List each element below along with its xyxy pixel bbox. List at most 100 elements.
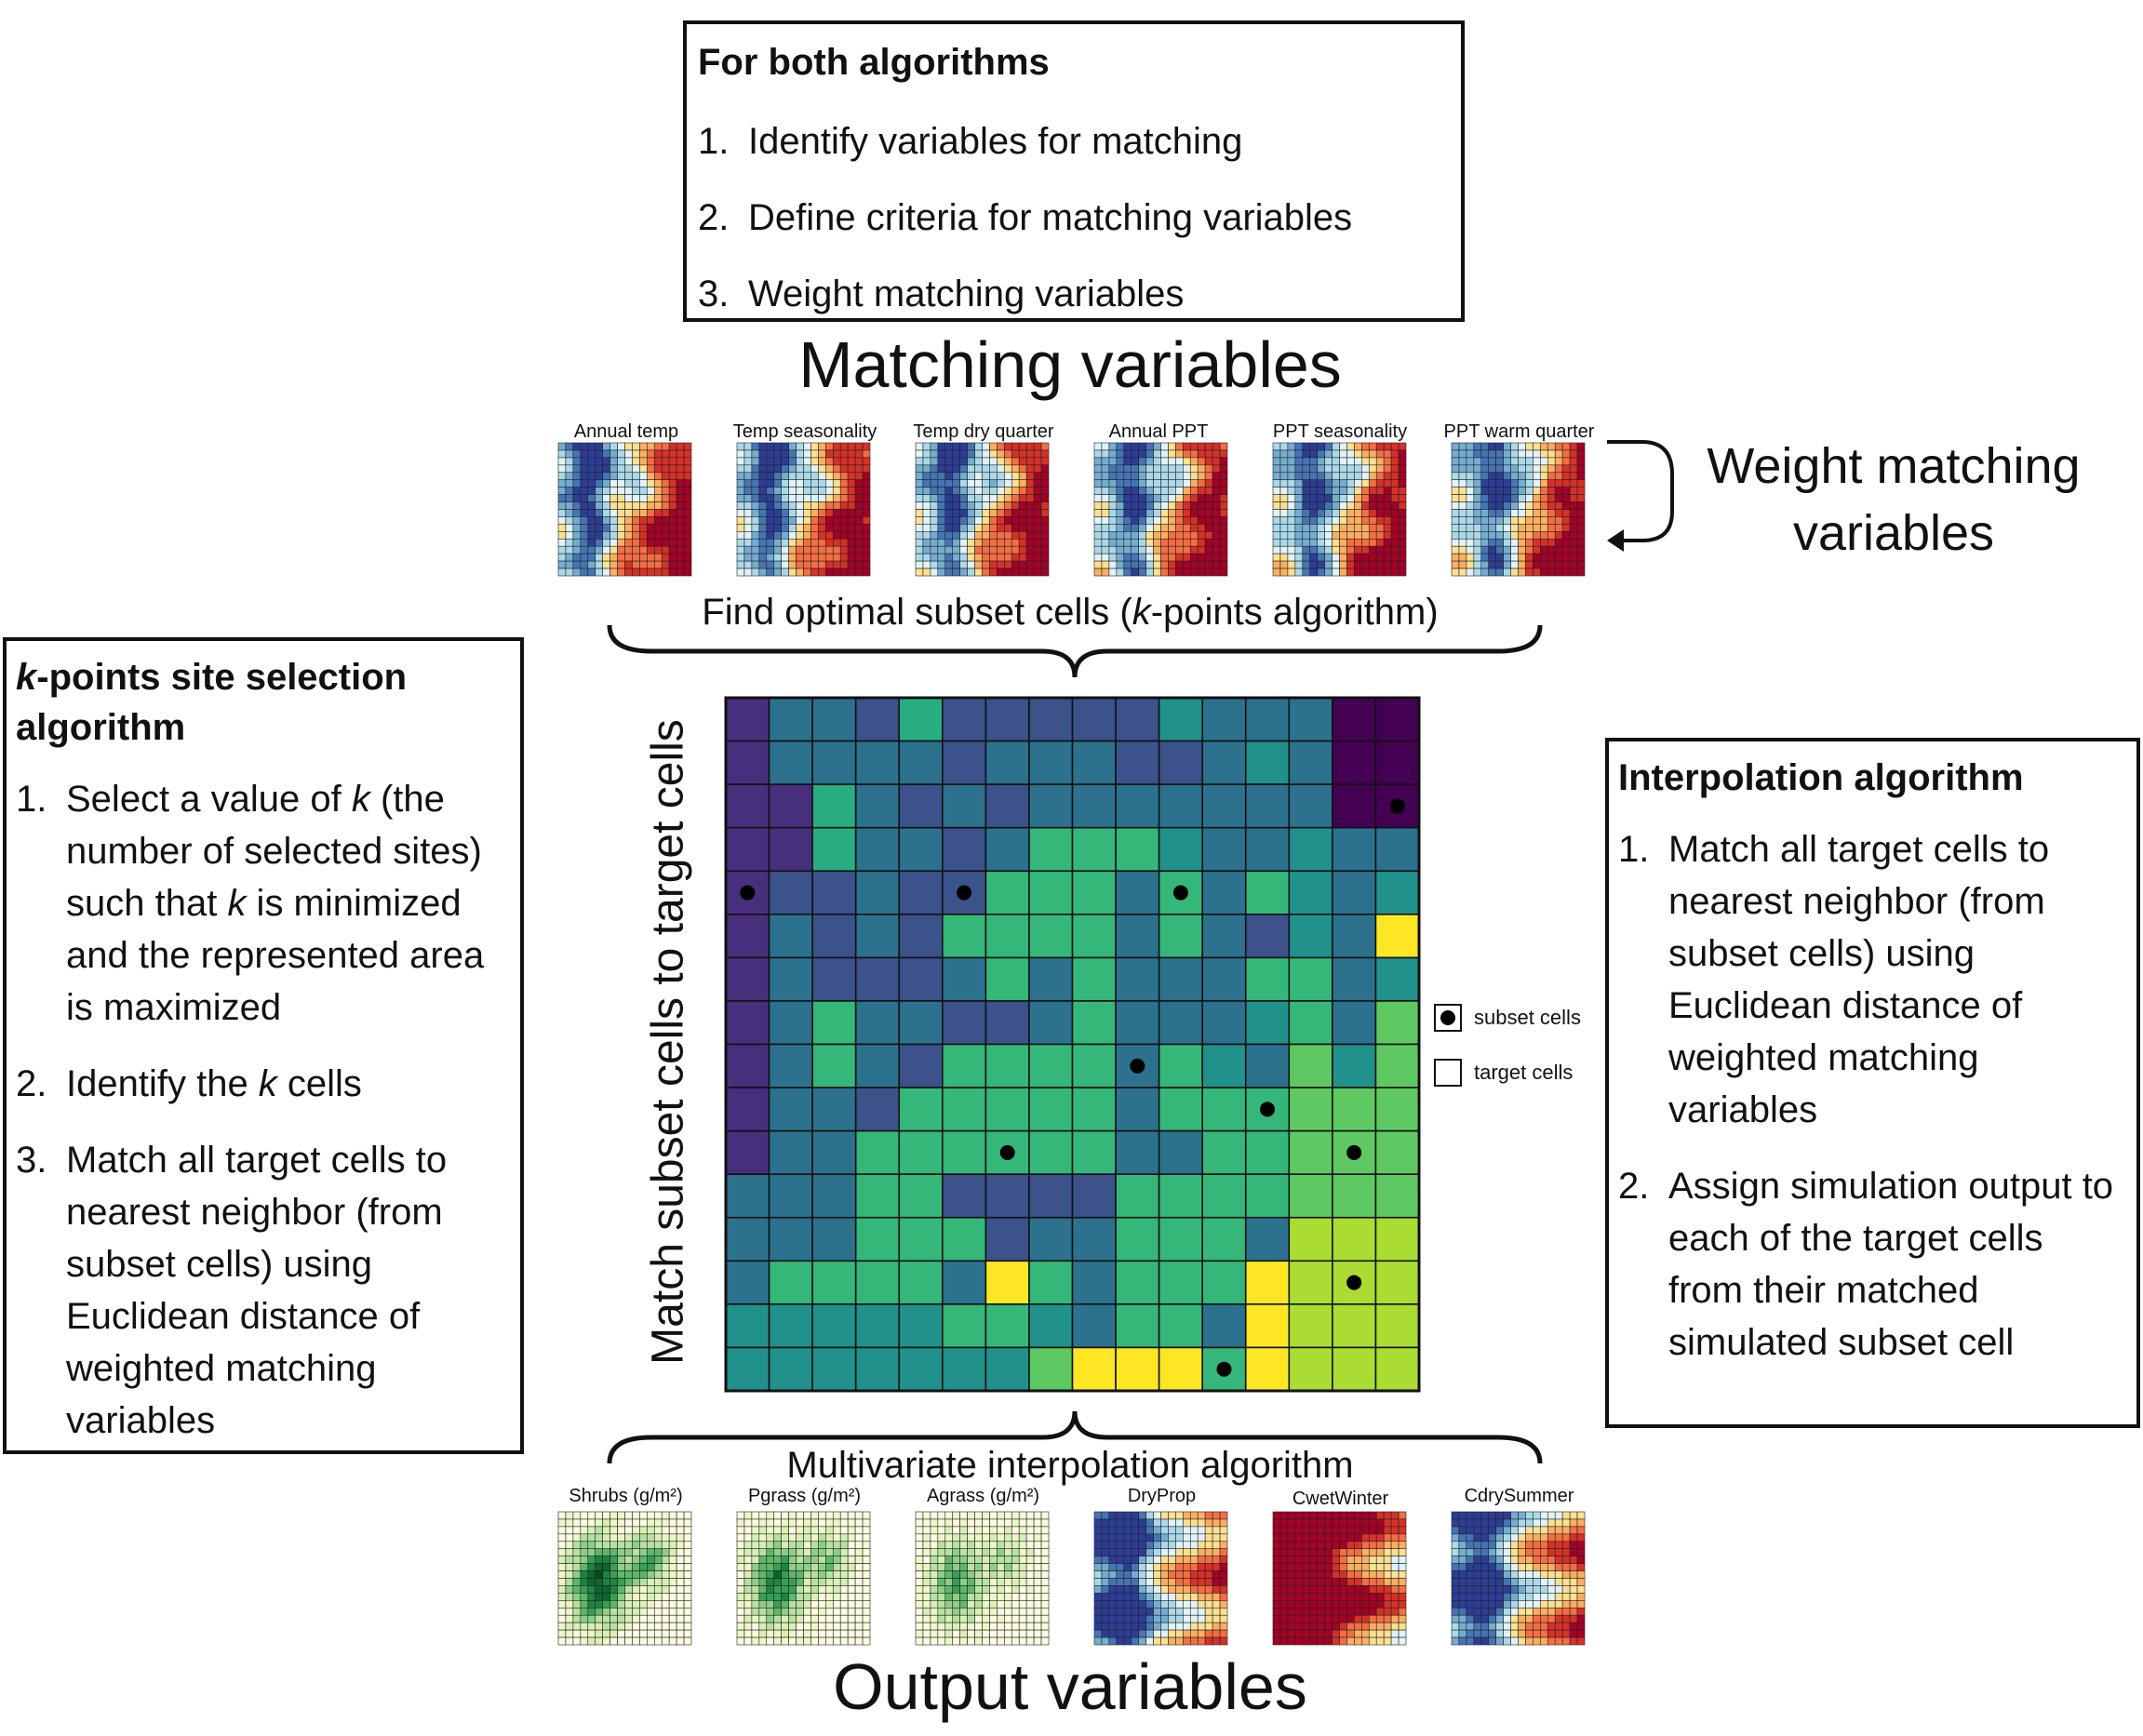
map-cell <box>1317 1614 1325 1623</box>
map-cell <box>1324 1533 1333 1542</box>
map-cell <box>653 1629 663 1638</box>
map-cell <box>1004 1578 1012 1586</box>
map-cell <box>796 449 804 459</box>
map-cell <box>1204 449 1213 459</box>
map-cell <box>661 1563 670 1571</box>
map-cell <box>595 553 603 562</box>
map-cell <box>743 1511 753 1520</box>
map-cell <box>1361 560 1370 569</box>
map-cell <box>580 538 589 547</box>
map-cell <box>1339 464 1347 474</box>
map-cell <box>1204 1636 1213 1646</box>
grid-cell <box>768 826 813 873</box>
map-cell <box>1123 1511 1132 1520</box>
map-cell <box>1302 1556 1311 1564</box>
grid-cell <box>942 1087 987 1132</box>
map-cell <box>609 464 618 474</box>
map-cell <box>653 1570 663 1579</box>
map-cell <box>1108 457 1118 466</box>
map-cell <box>1040 1636 1050 1646</box>
map-cell <box>818 568 826 577</box>
map-cell <box>922 1518 931 1528</box>
map-cell <box>1025 524 1035 532</box>
grid-cell <box>1201 1173 1247 1219</box>
map-cell <box>796 1526 804 1535</box>
grid-cell <box>854 1173 901 1219</box>
map-cell <box>1309 479 1318 487</box>
map-cell <box>1383 464 1392 474</box>
map-cell <box>1093 1629 1103 1638</box>
map-cell <box>1561 1585 1571 1594</box>
map-cell <box>1451 1629 1460 1638</box>
map-cell <box>1116 487 1125 495</box>
map-cell <box>1398 531 1407 540</box>
map-cell <box>1390 494 1400 502</box>
map-cell <box>832 538 841 547</box>
map-cell <box>974 1541 983 1550</box>
map-cell <box>1123 472 1132 481</box>
map-cell <box>1197 494 1206 502</box>
map-cell <box>1287 1607 1296 1616</box>
grid-cell <box>1071 1129 1117 1175</box>
map-cell <box>974 501 983 510</box>
map-cell <box>1204 524 1213 532</box>
subset-point <box>1130 1058 1145 1074</box>
grid-cell <box>1028 697 1074 742</box>
map-cell <box>1554 1556 1563 1564</box>
map-cell <box>587 1526 596 1535</box>
map-cell <box>1212 1614 1221 1623</box>
map-cell <box>617 457 625 466</box>
map-cell <box>1219 1518 1228 1528</box>
map-cell <box>1554 1541 1563 1550</box>
map-cell <box>661 1593 670 1601</box>
map-cell <box>854 524 864 532</box>
map-cell <box>1525 524 1534 532</box>
map-cell <box>1346 545 1355 554</box>
map-cell <box>1309 531 1318 540</box>
grid-cell <box>725 1216 770 1262</box>
map-cell <box>609 449 618 459</box>
map-cell <box>781 1636 789 1646</box>
map-cell <box>1533 442 1541 451</box>
map-cell <box>1138 1600 1146 1609</box>
map-cell <box>825 531 834 540</box>
map-cell <box>1540 1563 1548 1571</box>
map-cell <box>1495 1622 1504 1631</box>
map-cell <box>1093 1614 1103 1623</box>
map-cell <box>1480 1511 1490 1520</box>
map-cell <box>922 1585 931 1594</box>
map-cell <box>974 479 983 487</box>
map-cell <box>1183 560 1191 569</box>
map-cell <box>1458 1578 1467 1586</box>
map-cell <box>595 1533 603 1542</box>
map-cell <box>825 1593 834 1601</box>
map-cell <box>952 1548 960 1556</box>
map-cell <box>1153 1570 1161 1579</box>
map-cell <box>639 1526 648 1535</box>
map-cell <box>1540 1518 1548 1528</box>
map-cell <box>1488 1526 1496 1535</box>
map-cell <box>1168 1526 1176 1535</box>
map-cell <box>1279 553 1289 562</box>
map-cell <box>1004 479 1012 487</box>
map-cell <box>617 1533 625 1542</box>
map-cell <box>1204 1570 1213 1579</box>
map-cell <box>758 1600 768 1609</box>
map-cell <box>818 1541 826 1550</box>
map-cell <box>1018 1518 1027 1528</box>
map-cell <box>1510 1570 1519 1579</box>
map-cell <box>1354 1533 1362 1542</box>
map-cell <box>1473 553 1482 562</box>
map-cell <box>736 1533 745 1542</box>
map-cell <box>1212 531 1221 540</box>
map-cell <box>676 1526 685 1535</box>
map-cell <box>937 1541 946 1550</box>
map-cell <box>1332 509 1340 517</box>
map-cell <box>1332 457 1340 466</box>
map-cell <box>1011 1511 1020 1520</box>
map-cell <box>937 479 946 487</box>
map-cell <box>1569 524 1578 532</box>
map-cell <box>818 553 826 562</box>
map-cell <box>1525 1593 1534 1601</box>
map-cell <box>1339 553 1347 562</box>
